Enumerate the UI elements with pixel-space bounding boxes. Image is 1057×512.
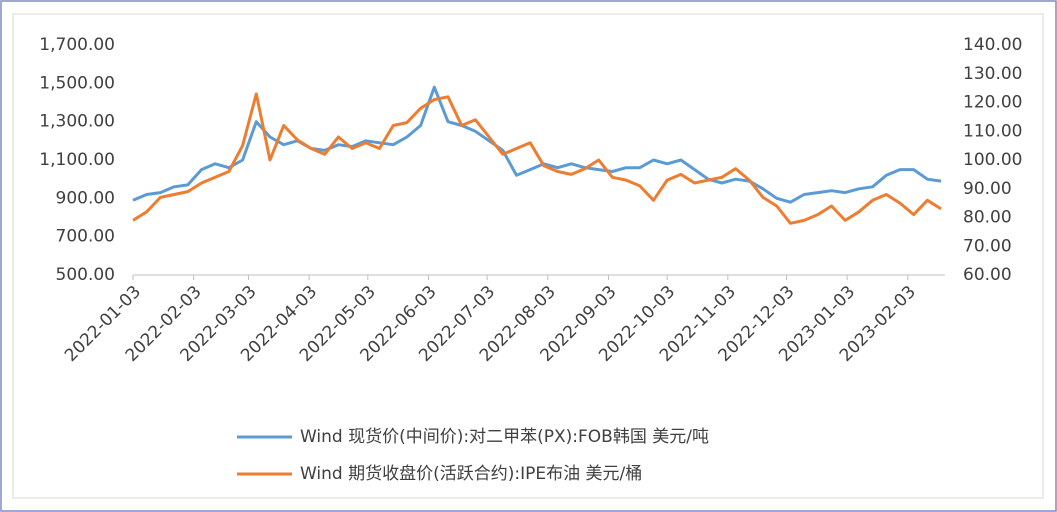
series-line bbox=[132, 85, 942, 204]
y2-tick-label: 100.00 bbox=[963, 150, 1022, 170]
y2-tick-label: 140.00 bbox=[963, 35, 1022, 55]
y-tick-label: 900.00 bbox=[56, 188, 115, 208]
y2-tick-label: 130.00 bbox=[963, 64, 1022, 84]
y-tick-label: 1,100.00 bbox=[39, 150, 115, 170]
plot-frame bbox=[12, 13, 1044, 499]
y2-tick-label: 90.00 bbox=[963, 179, 1012, 199]
y2-tick-label: 60.00 bbox=[963, 265, 1012, 285]
y2-tick-label: 110.00 bbox=[963, 121, 1022, 141]
y-tick-label: 1,700.00 bbox=[39, 35, 115, 55]
y-tick-label: 1,500.00 bbox=[39, 73, 115, 93]
legend-label: Wind 现货价(中间价):对二甲苯(PX):FOB韩国 美元/吨 bbox=[300, 427, 709, 447]
y2-tick-label: 70.00 bbox=[963, 236, 1012, 256]
y-tick-label: 500.00 bbox=[56, 265, 115, 285]
y2-tick-label: 120.00 bbox=[963, 93, 1022, 113]
y2-tick-label: 80.00 bbox=[963, 208, 1012, 228]
legend-label: Wind 期货收盘价(活跃合约):IPE布油 美元/桶 bbox=[300, 464, 642, 484]
series-line bbox=[132, 92, 942, 225]
y-tick-label: 700.00 bbox=[56, 227, 115, 247]
y-tick-label: 1,300.00 bbox=[39, 112, 115, 132]
